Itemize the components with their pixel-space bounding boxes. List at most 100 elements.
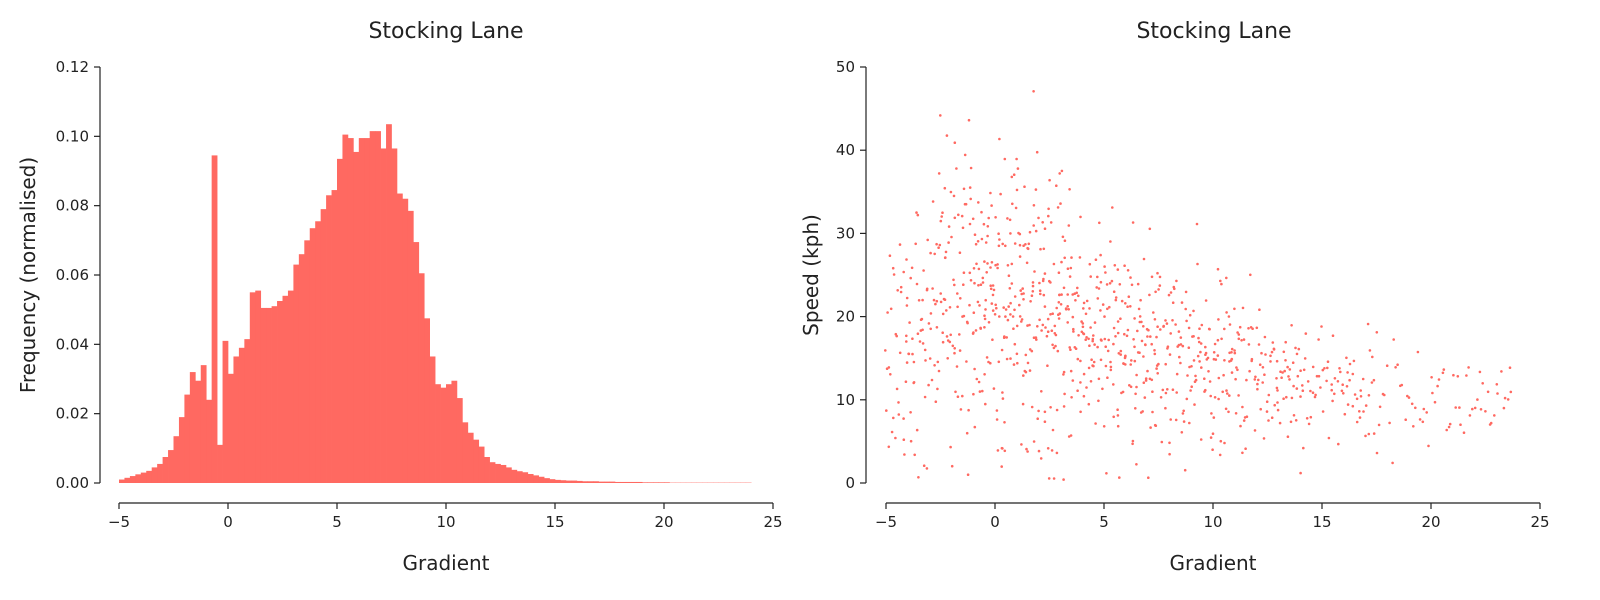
histogram-bar xyxy=(467,432,474,483)
scatter-y-axis-label: Speed (kph) xyxy=(799,214,823,336)
scatter-point xyxy=(1359,389,1362,392)
scatter-point xyxy=(946,357,949,360)
scatter-point xyxy=(1158,275,1162,279)
scatter-point xyxy=(991,309,995,312)
histogram-bar xyxy=(386,124,392,483)
scatter-point xyxy=(981,389,984,393)
scatter-point xyxy=(944,250,948,254)
scatter-point xyxy=(1057,317,1061,320)
scatter-point xyxy=(1358,416,1362,419)
scatter-point xyxy=(947,241,950,244)
x-tick-label: 5 xyxy=(1099,513,1109,531)
scatter-point xyxy=(1104,345,1107,349)
scatter-point xyxy=(910,266,914,270)
scatter-point xyxy=(884,349,887,352)
scatter-point xyxy=(1241,451,1244,455)
histogram-title: Stocking Lane xyxy=(368,19,523,44)
scatter-point xyxy=(953,351,956,355)
scatter-point xyxy=(1173,287,1176,291)
scatter-point xyxy=(1228,394,1231,397)
scatter-point xyxy=(905,334,908,338)
histogram-bar xyxy=(571,480,578,483)
scatter-point xyxy=(908,321,911,324)
histogram-bar xyxy=(320,209,327,483)
scatter-point xyxy=(1046,330,1050,334)
scatter-point xyxy=(1188,421,1191,425)
scatter-point xyxy=(1126,328,1130,332)
scatter-point xyxy=(1445,428,1448,432)
scatter-point xyxy=(1142,355,1145,358)
scatter-point xyxy=(1265,410,1269,413)
scatter-point xyxy=(887,445,891,449)
scatter-point xyxy=(1279,370,1282,374)
scatter-point xyxy=(1119,349,1123,353)
scatter-point xyxy=(1000,465,1003,468)
histogram-y-ticks: 0.00 0.02 0.04 0.06 0.08 0.10 0.12 xyxy=(56,58,100,492)
histogram-bar xyxy=(647,482,654,483)
scatter-point xyxy=(1194,374,1197,378)
scatter-point xyxy=(1001,447,1004,450)
scatter-point xyxy=(1030,349,1034,353)
scatter-point xyxy=(1046,364,1049,368)
scatter-point xyxy=(895,334,898,338)
scatter-point xyxy=(958,251,962,254)
scatter-point xyxy=(1149,335,1152,338)
scatter-point xyxy=(959,297,962,300)
scatter-point xyxy=(1166,345,1170,349)
scatter-point xyxy=(1131,221,1135,224)
histogram-bar xyxy=(331,190,338,483)
scatter-point xyxy=(1275,359,1279,363)
histogram-bar xyxy=(151,467,158,483)
scatter-point xyxy=(1034,188,1038,191)
scatter-point xyxy=(975,262,978,266)
histogram-bar xyxy=(407,210,414,483)
scatter-point xyxy=(1309,389,1312,393)
scatter-point xyxy=(999,192,1002,196)
histogram-bar xyxy=(206,399,212,483)
scatter-point xyxy=(1161,388,1165,392)
scatter-point xyxy=(1031,290,1035,293)
scatter-point xyxy=(1063,392,1066,396)
scatter-point xyxy=(1116,331,1120,335)
scatter-point xyxy=(956,395,960,399)
scatter-point xyxy=(1307,422,1311,426)
scatter-point xyxy=(1144,379,1148,382)
histogram-bar xyxy=(157,463,163,483)
histogram-bar xyxy=(129,476,136,483)
scatter-point xyxy=(1164,319,1167,322)
scatter-point xyxy=(1146,369,1149,373)
scatter-point xyxy=(1275,377,1278,380)
scatter-point xyxy=(1031,284,1035,288)
scatter-point xyxy=(1158,284,1162,287)
scatter-point xyxy=(1271,341,1275,344)
scatter-point xyxy=(912,381,916,384)
scatter-point xyxy=(949,333,952,337)
scatter-point xyxy=(990,302,994,305)
scatter-point xyxy=(941,340,945,344)
scatter-point xyxy=(934,302,937,306)
scatter-point xyxy=(977,267,981,271)
scatter-point xyxy=(888,254,892,257)
scatter-point xyxy=(971,332,975,335)
scatter-point xyxy=(997,232,1000,235)
scatter-point xyxy=(886,311,889,314)
scatter-point xyxy=(1454,406,1457,409)
scatter-point xyxy=(1233,349,1236,352)
scatter-point xyxy=(1367,432,1371,436)
scatter-point xyxy=(1290,324,1293,327)
scatter-point xyxy=(1088,262,1092,266)
scatter-point xyxy=(1283,369,1286,373)
scatter-point xyxy=(943,298,947,302)
scatter-point xyxy=(1104,271,1107,274)
scatter-point xyxy=(1060,293,1063,296)
scatter-point xyxy=(907,352,911,356)
scatter-point xyxy=(1018,255,1022,258)
scatter-point xyxy=(985,356,989,359)
scatter-point xyxy=(934,400,938,404)
histogram-bar xyxy=(565,480,572,483)
scatter-point xyxy=(1063,256,1066,260)
scatter-point xyxy=(1101,387,1104,391)
scatter-x-axis-label: Gradient xyxy=(1169,551,1256,575)
scatter-point xyxy=(1030,405,1034,409)
scatter-point xyxy=(1495,383,1499,386)
